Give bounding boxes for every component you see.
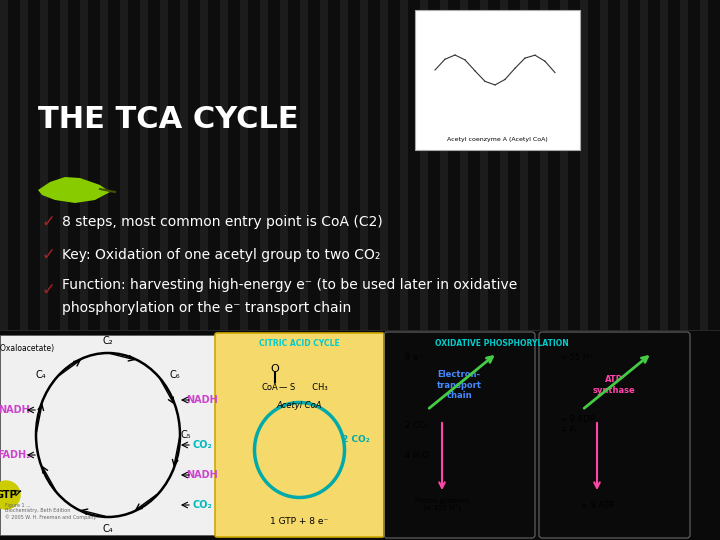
Text: CoA: CoA xyxy=(262,382,279,392)
Text: Acetyl coenzyme A (Acetyl CoA): Acetyl coenzyme A (Acetyl CoA) xyxy=(447,137,548,142)
Bar xyxy=(620,0,628,540)
Bar xyxy=(200,0,208,540)
Bar xyxy=(420,0,428,540)
Bar xyxy=(120,0,128,540)
Text: ≈ 9 ATP: ≈ 9 ATP xyxy=(580,501,613,510)
Bar xyxy=(100,0,108,540)
Bar xyxy=(640,0,648,540)
Bar xyxy=(260,0,268,540)
Text: CITRIC ACID CYCLE: CITRIC ACID CYCLE xyxy=(259,339,340,348)
Text: 1 GTP + 8 e⁻: 1 GTP + 8 e⁻ xyxy=(271,516,328,525)
Bar xyxy=(540,0,548,540)
Bar xyxy=(700,0,708,540)
Bar xyxy=(415,10,580,150)
Text: 8 e⁻: 8 e⁻ xyxy=(405,353,423,361)
Text: THE TCA CYCLE: THE TCA CYCLE xyxy=(38,105,299,134)
Text: C₅: C₅ xyxy=(181,430,192,440)
Text: Electron-
transport
chain: Electron- transport chain xyxy=(436,370,482,400)
Text: GTP: GTP xyxy=(0,490,17,500)
Bar xyxy=(0,335,215,535)
Text: Key: Oxidation of one acetyl group to two CO₂: Key: Oxidation of one acetyl group to tw… xyxy=(62,248,380,262)
Text: NADH: NADH xyxy=(186,470,218,480)
Text: NADH: NADH xyxy=(0,405,30,415)
Text: Acetyl CoA: Acetyl CoA xyxy=(276,401,323,409)
Text: ✓: ✓ xyxy=(42,246,56,264)
Bar xyxy=(680,0,688,540)
Bar xyxy=(660,0,668,540)
Text: (Oxaloacetate): (Oxaloacetate) xyxy=(0,343,55,353)
Bar xyxy=(220,0,228,540)
Text: NADH: NADH xyxy=(186,395,218,405)
Text: CO₂: CO₂ xyxy=(192,440,212,450)
Text: Function: harvesting high-energy e⁻ (to be used later in oxidative: Function: harvesting high-energy e⁻ (to … xyxy=(62,278,517,292)
Text: ≈ 9 ADP
+ Pᵢ: ≈ 9 ADP + Pᵢ xyxy=(560,415,595,435)
Text: ✓: ✓ xyxy=(42,281,56,299)
Bar xyxy=(400,0,408,540)
Text: OXIDATIVE PHOSPHORYLATION: OXIDATIVE PHOSPHORYLATION xyxy=(435,339,569,348)
Text: 2 CO₂: 2 CO₂ xyxy=(405,421,428,429)
Text: O: O xyxy=(271,364,279,374)
Bar xyxy=(80,0,88,540)
Text: C₆: C₆ xyxy=(170,370,180,380)
Bar xyxy=(460,0,468,540)
FancyBboxPatch shape xyxy=(215,333,384,537)
Text: C₄: C₄ xyxy=(36,370,46,380)
Text: FADH₂: FADH₂ xyxy=(0,450,31,460)
Bar xyxy=(440,0,448,540)
Text: — S: — S xyxy=(279,382,295,392)
Bar xyxy=(0,330,720,540)
Text: phosphorylation or the e⁻ transport chain: phosphorylation or the e⁻ transport chai… xyxy=(62,301,351,315)
Bar xyxy=(180,0,188,540)
Polygon shape xyxy=(38,177,110,203)
Bar xyxy=(280,0,288,540)
Bar xyxy=(520,0,528,540)
Bar xyxy=(560,0,568,540)
Bar xyxy=(240,0,248,540)
Circle shape xyxy=(0,481,20,509)
Text: Figure 1 ...
Biochemistry, Beth Edition
© 2005 W. H. Freeman and Company: Figure 1 ... Biochemistry, Beth Edition … xyxy=(5,503,96,520)
Text: 8 steps, most common entry point is CoA (C2): 8 steps, most common entry point is CoA … xyxy=(62,215,383,229)
Text: CO₂: CO₂ xyxy=(192,500,212,510)
Bar xyxy=(580,0,588,540)
Text: 2 CO₂: 2 CO₂ xyxy=(341,435,369,444)
Bar xyxy=(40,0,48,540)
Bar xyxy=(500,0,508,540)
Bar xyxy=(160,0,168,540)
Bar xyxy=(600,0,608,540)
Text: ✓: ✓ xyxy=(42,213,56,231)
Bar xyxy=(300,0,308,540)
Text: ≈ 55 H⁺: ≈ 55 H⁺ xyxy=(560,353,593,361)
Bar xyxy=(340,0,348,540)
Bar xyxy=(360,0,368,540)
Text: ATP
synthase: ATP synthase xyxy=(593,375,635,395)
Text: C₄: C₄ xyxy=(103,524,113,534)
Bar xyxy=(0,0,8,540)
Bar xyxy=(20,0,28,540)
Text: C₂: C₂ xyxy=(103,336,113,346)
Bar xyxy=(60,0,68,540)
Text: Proton gradient
(≈ 255 H⁺): Proton gradient (≈ 255 H⁺) xyxy=(415,498,469,512)
Bar xyxy=(320,0,328,540)
Bar xyxy=(140,0,148,540)
Text: CH₃: CH₃ xyxy=(299,382,328,392)
Bar xyxy=(380,0,388,540)
Bar xyxy=(480,0,488,540)
Text: 4 H₂O: 4 H₂O xyxy=(405,450,429,460)
